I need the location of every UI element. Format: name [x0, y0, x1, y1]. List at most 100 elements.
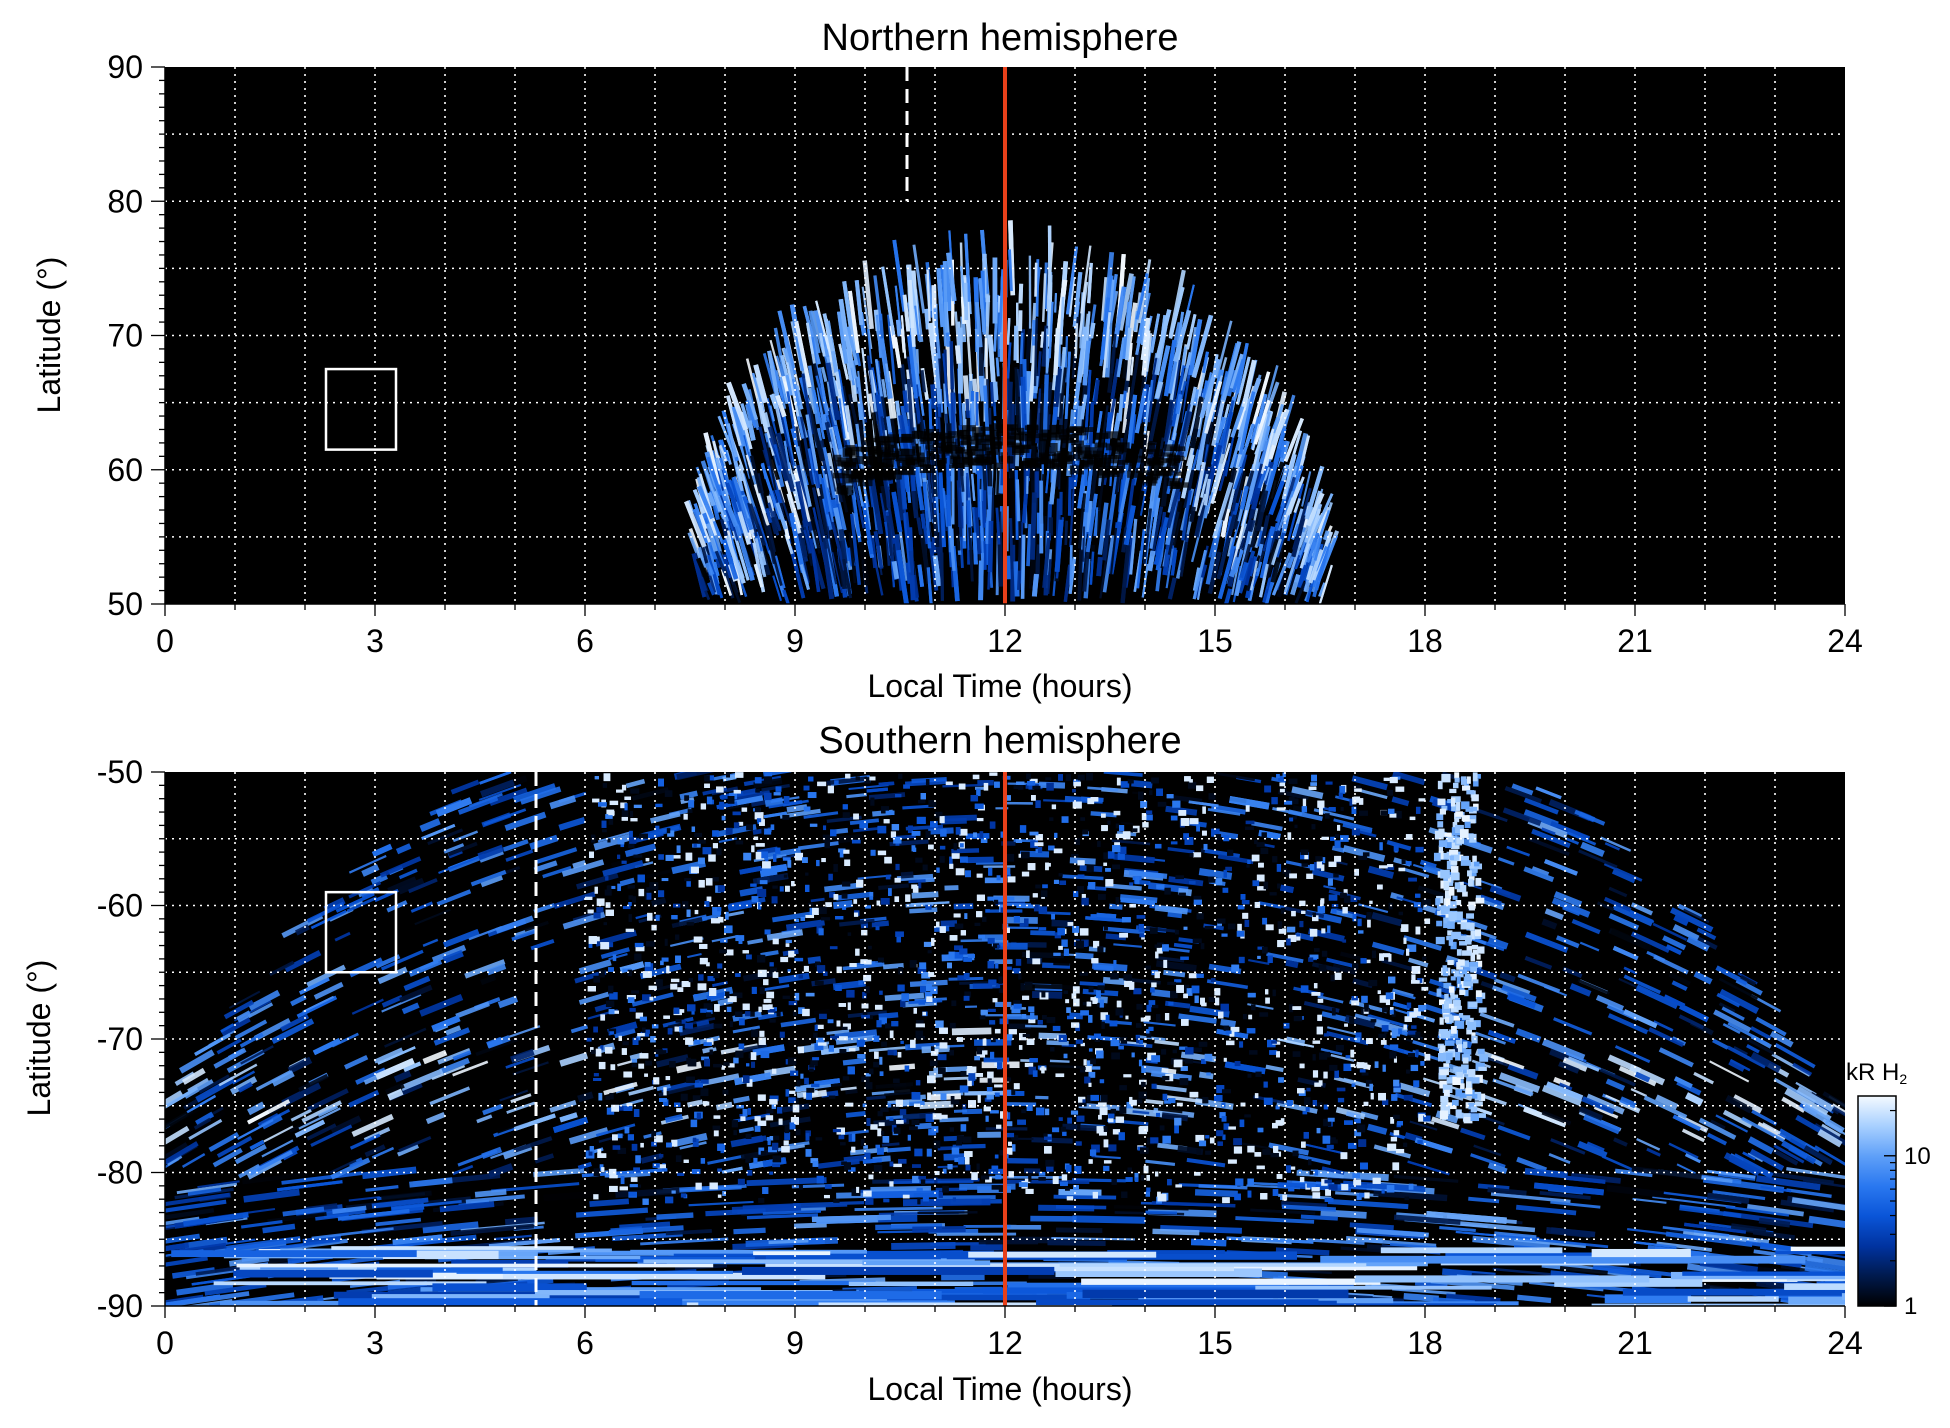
emission-streak — [1150, 551, 1153, 571]
emission-streak — [1051, 342, 1053, 414]
emission-streak — [739, 1129, 754, 1132]
emission-streak — [1221, 1022, 1236, 1024]
dark-patch — [861, 447, 874, 453]
southern-title: Southern hemisphere — [818, 720, 1181, 762]
dark-patch — [888, 434, 896, 442]
emission-streak — [855, 1208, 943, 1210]
emission-streak — [794, 1225, 827, 1226]
dark-patch — [1118, 460, 1129, 465]
dark-patch — [1011, 443, 1022, 448]
emission-streak — [573, 863, 585, 867]
emission-streak — [1286, 963, 1298, 965]
emission-streak — [1034, 574, 1036, 596]
emission-streak — [846, 1113, 865, 1115]
y-tick-label: 70 — [107, 318, 143, 354]
emission-streak — [941, 923, 957, 924]
dark-patch — [1145, 449, 1153, 454]
x-tick-label: 15 — [1197, 623, 1233, 659]
emission-streak — [1195, 1192, 1238, 1194]
x-tick-label: 9 — [786, 623, 804, 659]
emission-streak — [945, 888, 959, 889]
emission-streak — [953, 1146, 986, 1147]
dark-patch — [1170, 446, 1186, 451]
emission-streak — [941, 818, 977, 819]
emission-streak — [1162, 1070, 1177, 1072]
emission-streak — [1032, 492, 1034, 559]
emission-streak — [620, 880, 634, 884]
emission-streak — [793, 1203, 864, 1205]
dark-patch — [1081, 427, 1095, 432]
dark-patch — [940, 458, 947, 464]
dark-patch — [1034, 463, 1040, 468]
emission-streak — [1174, 945, 1192, 947]
dark-patch — [1127, 471, 1139, 478]
emission-streak — [1757, 1283, 1789, 1287]
emission-streak — [932, 384, 934, 408]
dark-patch — [923, 464, 931, 473]
emission-streak — [1152, 1231, 1199, 1232]
emission-streak — [1007, 1181, 1090, 1182]
emission-streak — [894, 561, 897, 578]
emission-streak — [505, 1219, 538, 1222]
emission-streak — [882, 1144, 900, 1145]
emission-streak — [1123, 391, 1125, 408]
x-tick-label: 24 — [1827, 623, 1863, 659]
emission-streak — [957, 345, 959, 363]
emission-streak — [666, 1231, 712, 1234]
emission-streak — [765, 801, 782, 804]
y-tick-label: 80 — [107, 183, 143, 219]
emission-streak — [1091, 323, 1093, 338]
emission-streak — [1036, 263, 1037, 297]
dark-patch — [1071, 441, 1084, 446]
emission-streak — [945, 1069, 968, 1070]
emission-streak — [1120, 394, 1122, 421]
emission-streak — [883, 965, 903, 967]
emission-streak — [688, 1102, 703, 1105]
emission-streak — [1008, 318, 1009, 345]
emission-streak — [1072, 1219, 1145, 1220]
emission-streak — [1010, 249, 1012, 291]
dark-patch — [977, 454, 990, 463]
emission-streak — [891, 1245, 955, 1246]
emission-streak — [866, 1097, 885, 1099]
emission-streak — [903, 1202, 990, 1203]
emission-streak — [811, 899, 825, 901]
dark-patch — [1036, 457, 1045, 462]
emission-streak — [1049, 1066, 1082, 1067]
emission-streak — [905, 390, 907, 412]
emission-streak — [812, 1217, 891, 1219]
y-tick-label: 90 — [107, 49, 143, 85]
x-tick-label: 6 — [576, 623, 594, 659]
emission-streak — [1098, 510, 1099, 536]
dark-patch — [939, 434, 946, 441]
emission-streak — [940, 1119, 969, 1120]
emission-streak — [951, 341, 952, 389]
dark-patch — [981, 427, 991, 431]
emission-streak — [953, 393, 954, 435]
emission-streak — [999, 512, 1001, 587]
emission-streak — [1056, 1230, 1102, 1231]
emission-streak — [1133, 1112, 1150, 1114]
dark-patch — [846, 463, 852, 469]
emission-streak — [991, 572, 992, 588]
emission-streak — [1032, 986, 1073, 987]
emission-streak — [1121, 823, 1133, 824]
emission-streak — [590, 1201, 629, 1204]
emission-streak — [836, 894, 871, 898]
emission-streak — [889, 1066, 915, 1068]
dark-patch — [1095, 433, 1109, 439]
emission-streak — [1109, 906, 1122, 907]
emission-streak — [1191, 1242, 1226, 1243]
emission-streak — [1030, 933, 1055, 934]
emission-streak — [1282, 1207, 1336, 1210]
emission-streak — [303, 1238, 341, 1243]
emission-streak — [705, 1211, 765, 1214]
emission-streak — [1011, 518, 1012, 569]
emission-streak — [1114, 1207, 1189, 1209]
emission-streak — [889, 1182, 974, 1183]
dark-patch — [880, 458, 894, 467]
emission-speckle — [695, 1183, 701, 1190]
emission-speckle — [1112, 864, 1120, 869]
